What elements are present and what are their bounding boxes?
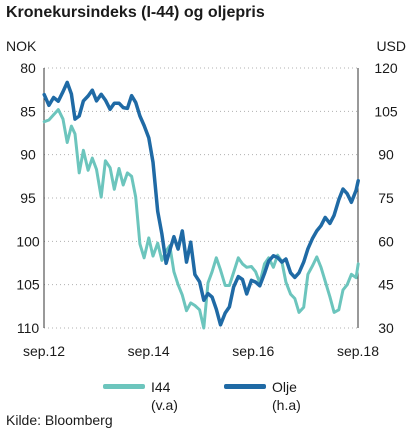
left-tick-label: 100 xyxy=(16,233,40,249)
legend-item-i44: I44 (v.a) xyxy=(103,378,178,414)
left-axis-unit: NOK xyxy=(6,38,37,54)
right-tick-label: 45 xyxy=(378,277,394,293)
legend-label-olje: Olje xyxy=(272,379,297,395)
right-tick-label: 105 xyxy=(374,103,398,119)
right-axis-unit: USD xyxy=(376,38,406,54)
series-line-olje xyxy=(42,80,360,327)
left-tick-label: 110 xyxy=(17,320,40,336)
left-tick-label: 95 xyxy=(20,190,36,206)
line-chart: 80 85 90 95 100 105 110 120 105 90 75 60 45 30 sep.12 s… xyxy=(16,60,398,359)
x-tick-label: sep.14 xyxy=(128,343,170,359)
legend-swatch-olje xyxy=(224,384,266,389)
x-tick-label: sep.16 xyxy=(232,343,274,359)
left-tick-label: 105 xyxy=(16,277,40,293)
legend-label-i44: I44 xyxy=(151,379,171,395)
left-tick-label: 80 xyxy=(20,60,36,76)
series-line-i44 xyxy=(42,108,360,330)
legend-note-olje: (h.a) xyxy=(272,397,301,413)
right-tick-label: 60 xyxy=(378,233,394,249)
legend-note-i44: (v.a) xyxy=(151,397,178,413)
right-tick-label: 120 xyxy=(374,60,398,76)
legend-swatch-i44 xyxy=(103,384,145,389)
x-tick-label: sep.12 xyxy=(23,343,65,359)
right-tick-label: 30 xyxy=(378,320,394,336)
source-note: Kilde: Bloomberg xyxy=(6,412,113,428)
right-tick-label: 90 xyxy=(378,147,394,163)
x-tick-label: sep.18 xyxy=(337,343,379,359)
left-tick-label: 90 xyxy=(20,147,36,163)
left-tick-label: 85 xyxy=(20,103,36,119)
chart-title: Kronekursindeks (I-44) og oljepris xyxy=(6,4,265,21)
right-tick-label: 75 xyxy=(378,190,394,206)
legend-item-olje: Olje (h.a) xyxy=(224,378,301,414)
